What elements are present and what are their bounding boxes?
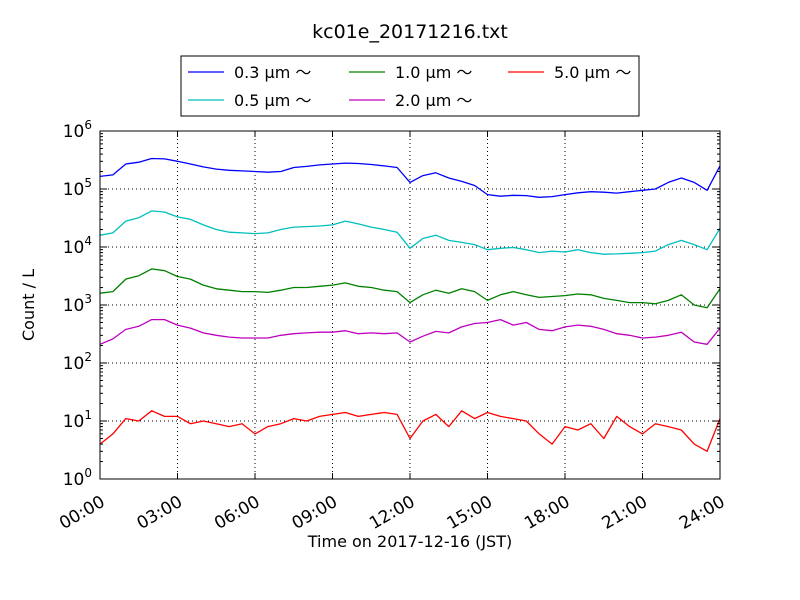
x-tick-label: 00:00 <box>56 492 108 534</box>
x-tick-label: 24:00 <box>676 492 728 534</box>
legend-box <box>180 55 640 117</box>
y-tick-label: 106 <box>63 118 92 142</box>
x-tick-labels: 00:00 03:00 06:00 09:00 12:00 15:00 18:00 21:00… <box>56 492 728 534</box>
legend-label: 0.3 μm ～ <box>234 63 311 82</box>
y-tick-label: 105 <box>63 176 92 200</box>
grid-lines <box>100 131 720 479</box>
legend-label: 0.5 μm ～ <box>234 91 311 110</box>
x-tick-label: 03:00 <box>134 492 186 534</box>
x-tick-label: 06:00 <box>211 492 263 534</box>
series-lines <box>99 157 721 452</box>
series-line-4 <box>99 410 721 452</box>
x-tick-label: 09:00 <box>289 492 341 534</box>
chart-title: kc01e_20171216.txt <box>312 21 508 43</box>
x-tick-label: 12:00 <box>366 492 418 534</box>
series-line-3 <box>99 318 721 345</box>
x-tick-label: 21:00 <box>599 492 651 534</box>
y-tick-label: 102 <box>63 350 92 374</box>
x-axis-label: Time on 2017-12-16 (JST) <box>307 532 512 551</box>
x-tick-label: 15:00 <box>444 492 496 534</box>
series-line-0 <box>99 157 721 198</box>
y-tick-labels: 100 101 102 103 104 105 106 <box>63 118 92 490</box>
legend: 0.3 μm ～ 0.5 μm ～ 1.0 μm ～ 2.0 μm ～ 5.0 μm ～ <box>180 55 640 117</box>
series-line-2 <box>99 268 721 309</box>
y-tick-label: 100 <box>63 466 92 490</box>
legend-label: 5.0 μm ～ <box>554 63 631 82</box>
legend-label: 1.0 μm ～ <box>395 63 472 82</box>
x-tick-label: 18:00 <box>521 492 573 534</box>
y-axis-label: Count / L <box>19 269 38 341</box>
series-line-1 <box>99 210 721 255</box>
axis-ticks <box>99 130 721 480</box>
y-tick-label: 103 <box>63 292 92 316</box>
y-tick-label: 104 <box>63 234 92 258</box>
y-tick-label: 101 <box>63 408 92 432</box>
legend-label: 2.0 μm ～ <box>395 91 472 110</box>
